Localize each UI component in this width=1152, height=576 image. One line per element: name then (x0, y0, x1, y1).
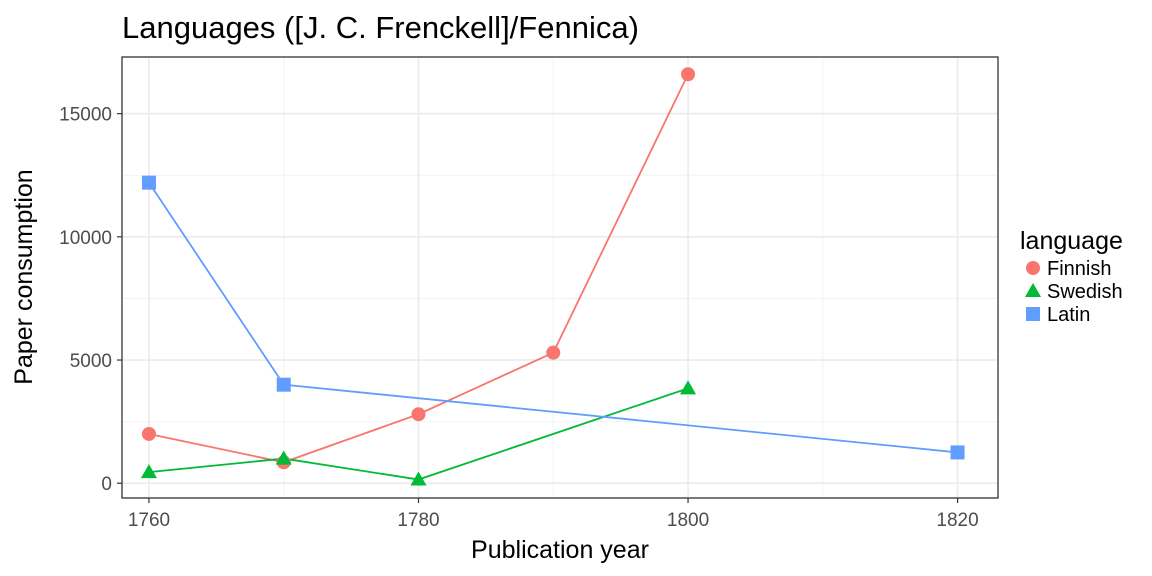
data-point-swedish (275, 450, 292, 465)
series-points-latin (141, 175, 965, 460)
data-series (140, 67, 965, 486)
y-tick-label: 0 (101, 474, 112, 495)
legend-label-finnish: Finnish (1047, 258, 1111, 280)
data-point-finnish (546, 345, 561, 360)
series-points-swedish (140, 380, 697, 486)
legend-key-swedish (1024, 282, 1042, 298)
plot-panel (122, 57, 998, 498)
data-point-swedish (410, 471, 427, 486)
y-tick-label: 5000 (70, 351, 112, 372)
legend-label-swedish: Swedish (1047, 281, 1123, 303)
x-tick-label: 1800 (667, 510, 709, 531)
legend-key-finnish (1026, 261, 1040, 275)
data-point-swedish (140, 464, 158, 479)
legend-key-latin (1026, 307, 1040, 321)
data-point-finnish (141, 426, 156, 441)
x-axis: 1760 1780 1800 1820 (128, 498, 979, 531)
x-tick-label: 1780 (397, 510, 439, 531)
data-point-latin (141, 175, 156, 190)
legend-label-latin: Latin (1047, 304, 1090, 326)
data-point-finnish (681, 67, 696, 82)
x-tick-label: 1760 (128, 510, 170, 531)
y-axis: 0 5000 10000 15000 (59, 105, 122, 495)
x-tick-label: 1820 (936, 510, 978, 531)
y-axis-title: Paper consumption (10, 169, 38, 384)
data-point-latin (950, 445, 965, 460)
panel-background (122, 57, 998, 498)
x-axis-title: Publication year (471, 536, 649, 564)
data-point-swedish (679, 380, 697, 395)
data-point-finnish (411, 407, 426, 422)
y-tick-label: 15000 (59, 105, 112, 126)
series-line-swedish (148, 387, 689, 481)
chart-title: Languages ([J. C. Frenckell]/Fennica) (122, 10, 639, 45)
data-point-latin (276, 377, 291, 392)
y-tick-label: 10000 (59, 228, 112, 249)
legend-title: language (1020, 227, 1123, 255)
panel-border (121, 56, 999, 499)
series-swedish (148, 387, 689, 481)
